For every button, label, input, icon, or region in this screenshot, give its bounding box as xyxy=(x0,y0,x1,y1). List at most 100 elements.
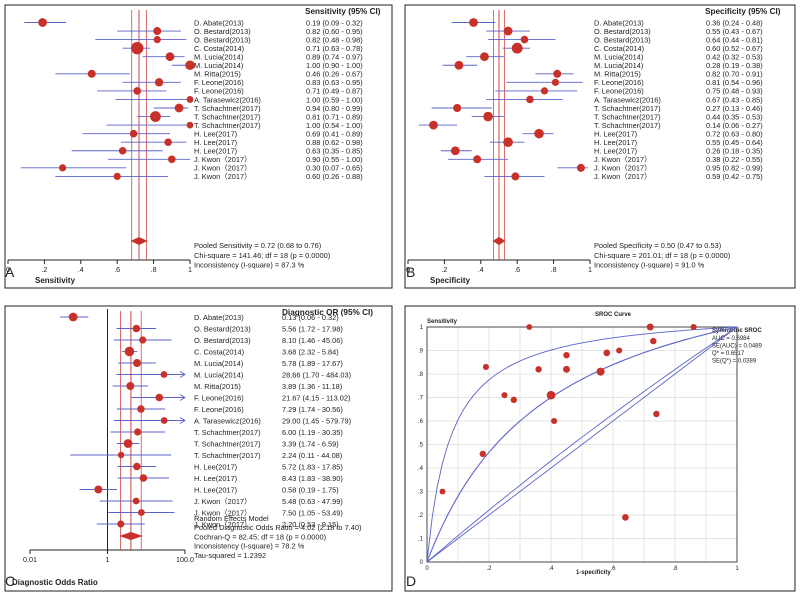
panel-c-study-label: C. Costa(2014) xyxy=(194,347,244,356)
panel-c-study-label: T. Schachtner(2017) xyxy=(194,439,261,448)
sroc-ci-lower xyxy=(426,326,738,563)
panel-a-point xyxy=(186,121,194,129)
panel-c-point xyxy=(94,485,103,494)
panel-a-value-label: 0.69 (0.41 - 0.89) xyxy=(306,129,363,138)
panel-c-value-label: 5.72 (1.83 - 17.85) xyxy=(282,462,343,471)
panel-c-value-label: 3.89 (1.36 - 11.18) xyxy=(282,382,342,391)
sroc-x-tick: 0 xyxy=(425,566,429,572)
panel-c-ci-arrow xyxy=(179,417,186,424)
panel-b-value-label: 0.60 (0.52 - 0.67) xyxy=(706,44,763,53)
panel-b-point xyxy=(469,18,478,27)
panel-b-point xyxy=(473,155,482,164)
panel-b-value-label: 0.14 (0.06 - 0.27) xyxy=(706,121,763,130)
sroc-diagonal xyxy=(426,326,738,563)
sroc-point xyxy=(535,366,542,373)
panel-c-study-label: J. Kwon（2017） xyxy=(194,497,252,506)
panel-a-study-label: M. Lucia(2014) xyxy=(194,53,243,62)
panel-b-value-label: 0.72 (0.63 - 0.80) xyxy=(706,129,763,138)
panel-c-study-label: H. Lee(2017) xyxy=(194,474,237,483)
panel-b-tick-label: .4 xyxy=(478,265,484,274)
panel-b-point xyxy=(551,78,560,86)
panel-a-value-label: 0.71 (0.49 - 0.87) xyxy=(306,87,363,96)
panel-c-tick-label: 100.0 xyxy=(176,555,194,564)
sroc-stat-line: SE(AUC) = 0.0489 xyxy=(712,344,763,350)
panel-b-point xyxy=(534,128,544,139)
panel-c-pooled-diamond xyxy=(119,531,143,541)
sroc-y-tick: .8 xyxy=(418,372,424,378)
panel-b-value-label: 0.75 (0.48 - 0.93) xyxy=(706,87,763,96)
panel-c-study-label: J. Kwon（2017） xyxy=(194,520,252,529)
sroc-point xyxy=(596,367,605,376)
sroc-y-tick: .3 xyxy=(418,490,424,496)
panel-b-value-label: 0.95 (0.82 - 0.99) xyxy=(706,164,763,173)
panel-b-point xyxy=(526,95,534,104)
panel-a-point xyxy=(129,129,138,138)
panel-c-label: C xyxy=(5,573,15,589)
sroc-xlabel: 1-specificity xyxy=(576,570,611,576)
panel-b-stat-line: Pooled Specificity = 0.50 (0.47 to 0.53) xyxy=(594,241,721,250)
panel-b-point xyxy=(520,35,529,44)
panel-b-stat-line: Inconsistency (I-square) = 91.0 % xyxy=(594,261,705,270)
panel-b-study-label: T. Schachtner(2017) xyxy=(594,121,661,130)
panel-b-study-label: F. Leone(2016) xyxy=(594,87,644,96)
panel-b-point xyxy=(576,163,585,172)
sroc-x-tick: .8 xyxy=(672,566,678,572)
panel-a-point xyxy=(168,155,176,164)
sroc-stat-line: Q* = 0.6517 xyxy=(712,351,745,357)
panel-b-value-label: 0.81 (0.54 - 0.96) xyxy=(706,78,763,87)
panel-a-stat-line: Chi-square = 141.46; df = 18 (p = 0.0000… xyxy=(194,251,330,260)
panel-b-value-label: 0.55 (0.45 - 0.64) xyxy=(706,138,763,147)
panel-c-stat-line: Tau-squared = 1.2392 xyxy=(194,551,266,560)
panel-c-study-label: M. Lucia(2014) xyxy=(194,359,243,368)
panel-c-study-label: O. Bestard(2013) xyxy=(194,324,251,333)
panel-c-value-label: 5.48 (0.63 - 47.99) xyxy=(282,497,343,506)
panel-b-study-label: O. Bestard(2013) xyxy=(594,35,651,44)
panel-a-study-label: T. Schachtner(2017) xyxy=(194,112,261,121)
panel-c-study-label: H. Lee(2017) xyxy=(194,462,237,471)
panel-c-value-label: 29.00 (1.45 - 579.79) xyxy=(282,416,351,425)
panel-b-study-label: F. Leone(2016) xyxy=(594,78,644,87)
sroc-x-tick: .2 xyxy=(486,566,492,572)
panel-c-value-label: 3.68 (2.32 - 5.84) xyxy=(282,347,339,356)
panel-a-value-label: 0.88 (0.62 - 0.98) xyxy=(306,138,363,147)
panel-c-tick-label: 0.01 xyxy=(23,555,37,564)
panel-c-stat-line: Pooled Diagnostic Odds Ratio = 4.02 (2.1… xyxy=(194,523,361,532)
panel-a-study-label: J. Kwon（2017） xyxy=(194,172,252,181)
panel-c-study-label: T. Schachtner(2017) xyxy=(194,451,261,460)
sroc-plot-frame xyxy=(426,326,738,563)
sroc-point xyxy=(650,337,657,345)
sroc-y-tick: 1 xyxy=(420,325,424,331)
panel-b-tick-label: .8 xyxy=(551,265,557,274)
sroc-point xyxy=(439,488,446,495)
panel-b-study-label: H. Lee(2017) xyxy=(594,147,637,156)
panel-a-point xyxy=(133,87,142,95)
sroc-y-tick: .2 xyxy=(418,513,424,519)
panel-b-study-label: J. Kwon（2017） xyxy=(594,172,652,181)
panel-b-value-label: 0.67 (0.43 - 0.85) xyxy=(706,95,763,104)
panel-a-study-label: M. Ritta(2015) xyxy=(194,70,241,79)
panel-b-point xyxy=(503,137,513,147)
panel-a-tick-label: 1 xyxy=(188,265,192,274)
panel-c-study-label: M. Lucia(2014) xyxy=(194,370,243,379)
panel-d-frame xyxy=(404,305,796,592)
panel-c-study-label: O. Bestard(2013) xyxy=(194,336,251,345)
panel-c-point xyxy=(132,324,141,333)
panel-a-value-label: 1.00 (0.54 - 1.00) xyxy=(306,121,363,130)
panel-b-tick-label: .6 xyxy=(514,265,520,274)
panel-c-study-label: F. Leone(2016) xyxy=(194,405,244,414)
sroc-point xyxy=(546,390,556,400)
panel-a-tick-label: .4 xyxy=(78,265,84,274)
sroc-point xyxy=(653,410,660,418)
panel-c-study-label: T. Schachtner(2017) xyxy=(194,428,261,437)
panel-a-point xyxy=(186,96,194,103)
panel-c-point xyxy=(133,462,141,471)
sroc-title: SROC Curve xyxy=(595,312,632,318)
sroc-y-tick: .9 xyxy=(418,349,424,355)
panel-b-study-label: A. Tarasewicz(2016) xyxy=(594,95,661,104)
panel-c-ci-arrow xyxy=(179,394,186,401)
panel-b-value-label: 0.44 (0.35 - 0.53) xyxy=(706,112,763,121)
panel-b-point xyxy=(454,60,464,70)
panel-a-stat-line: Inconsistency (I-square) = 87.3 % xyxy=(194,261,305,270)
panel-a-study-label: T. Schachtner(2017) xyxy=(194,121,261,130)
